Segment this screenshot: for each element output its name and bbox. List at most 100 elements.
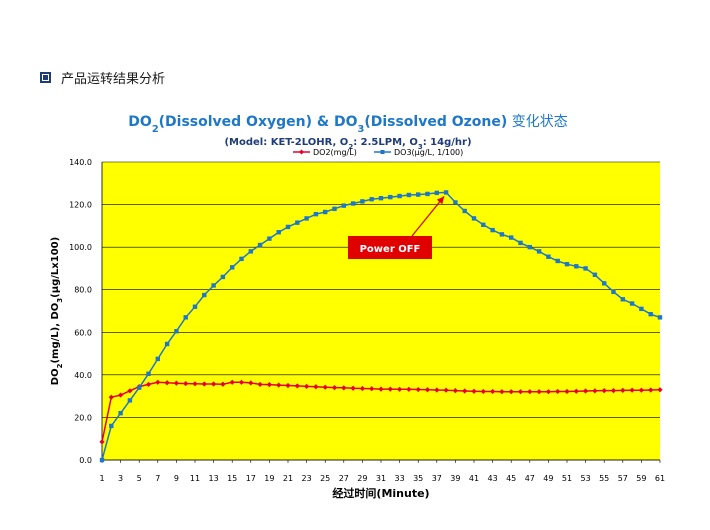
data-point bbox=[545, 389, 551, 395]
data-point bbox=[527, 389, 533, 395]
data-point bbox=[555, 388, 561, 395]
data-point bbox=[620, 387, 626, 393]
data-point bbox=[127, 388, 133, 394]
data-point bbox=[211, 283, 216, 288]
data-point bbox=[173, 380, 179, 386]
data-point bbox=[536, 249, 542, 254]
data-point bbox=[248, 249, 253, 254]
data-point bbox=[257, 242, 263, 248]
data-point bbox=[518, 240, 523, 246]
x-tick-label: 17 bbox=[246, 474, 256, 483]
data-point bbox=[453, 200, 458, 205]
series-2 bbox=[99, 190, 663, 463]
legend-item: DO3(μg/L, 1/100) bbox=[374, 148, 463, 157]
data-point bbox=[397, 193, 402, 199]
data-point bbox=[350, 385, 356, 391]
data-point bbox=[592, 388, 598, 394]
legend-label: DO2(mg/L) bbox=[313, 148, 357, 157]
data-point bbox=[517, 389, 524, 395]
x-tick-label: 27 bbox=[339, 474, 349, 483]
section-title: 产品运转结果分析 bbox=[61, 72, 166, 87]
annotation-label: Power OFF bbox=[360, 244, 421, 255]
data-point bbox=[509, 235, 514, 240]
x-tick-label: 1 bbox=[99, 474, 104, 483]
data-point bbox=[266, 382, 272, 388]
data-point bbox=[109, 423, 114, 429]
data-point bbox=[239, 256, 244, 262]
annotation-arrow bbox=[411, 196, 445, 237]
data-point bbox=[267, 236, 272, 241]
x-tick-label: 41 bbox=[469, 474, 479, 483]
data-point bbox=[629, 387, 635, 393]
x-tick-label: 31 bbox=[376, 474, 386, 483]
data-point bbox=[350, 201, 356, 206]
chart-subtitle: (Model: KET-2LOHR, O2: 2.5LPM, O3: 14g/h… bbox=[224, 137, 471, 151]
data-point bbox=[378, 386, 384, 392]
legend-label: DO3(μg/L, 1/100) bbox=[394, 148, 463, 157]
x-tick-label: 59 bbox=[636, 474, 646, 483]
data-point bbox=[257, 381, 263, 388]
legend-item: DO2(mg/L) bbox=[293, 148, 357, 157]
data-point bbox=[118, 392, 124, 398]
x-tick-label: 39 bbox=[450, 474, 460, 483]
x-tick-label: 49 bbox=[543, 474, 553, 483]
y-tick-label: 40.0 bbox=[74, 371, 92, 380]
data-point bbox=[499, 232, 505, 237]
y-tick-label: 80.0 bbox=[74, 286, 92, 295]
data-point bbox=[480, 388, 486, 395]
x-tick-label: 21 bbox=[283, 474, 293, 483]
data-point bbox=[164, 341, 170, 347]
x-tick-label: 47 bbox=[525, 474, 535, 483]
data-point bbox=[602, 281, 607, 286]
data-point bbox=[285, 382, 291, 389]
data-point bbox=[481, 222, 486, 227]
data-point bbox=[201, 381, 207, 387]
legend: DO2(mg/L) DO3(μg/L, 1/100) bbox=[293, 148, 463, 157]
data-point bbox=[406, 192, 412, 198]
y-tick-label: 120.0 bbox=[69, 201, 92, 210]
data-point bbox=[341, 385, 347, 391]
legend-marker bbox=[299, 149, 304, 155]
data-point bbox=[313, 211, 319, 217]
x-tick-label: 23 bbox=[302, 474, 312, 483]
data-point bbox=[285, 224, 291, 230]
data-point bbox=[638, 387, 644, 393]
data-point bbox=[434, 387, 440, 393]
data-point bbox=[192, 304, 198, 309]
x-tick-label: 25 bbox=[320, 474, 330, 483]
y-tick-label: 20.0 bbox=[74, 413, 92, 422]
data-point bbox=[387, 386, 393, 392]
y-tick-label: 0.0 bbox=[79, 456, 92, 465]
data-point bbox=[527, 244, 532, 250]
data-point bbox=[378, 195, 384, 201]
x-tick-label: 15 bbox=[227, 474, 237, 483]
data-point bbox=[564, 388, 570, 395]
x-tick-label: 19 bbox=[264, 474, 274, 483]
data-point bbox=[462, 208, 467, 214]
data-point bbox=[388, 194, 393, 200]
data-point bbox=[341, 203, 346, 208]
data-point bbox=[118, 410, 123, 416]
data-point bbox=[331, 385, 338, 391]
data-point bbox=[304, 383, 310, 389]
legend-marker bbox=[380, 150, 385, 154]
x-tick-label: 33 bbox=[395, 474, 405, 483]
data-point bbox=[183, 380, 189, 387]
series-layer bbox=[99, 190, 663, 463]
data-point bbox=[583, 266, 588, 271]
data-point bbox=[248, 380, 254, 386]
x-tick-label: 37 bbox=[432, 474, 442, 483]
data-point bbox=[452, 388, 458, 394]
data-point bbox=[359, 385, 365, 392]
data-point bbox=[332, 206, 337, 212]
data-point bbox=[276, 230, 281, 235]
data-point bbox=[322, 384, 328, 390]
x-tick-label: 43 bbox=[488, 474, 498, 483]
data-point bbox=[639, 306, 644, 312]
data-point bbox=[434, 190, 439, 196]
data-point bbox=[462, 388, 468, 394]
data-point bbox=[508, 389, 514, 395]
data-point bbox=[164, 380, 170, 386]
data-point bbox=[145, 381, 152, 388]
